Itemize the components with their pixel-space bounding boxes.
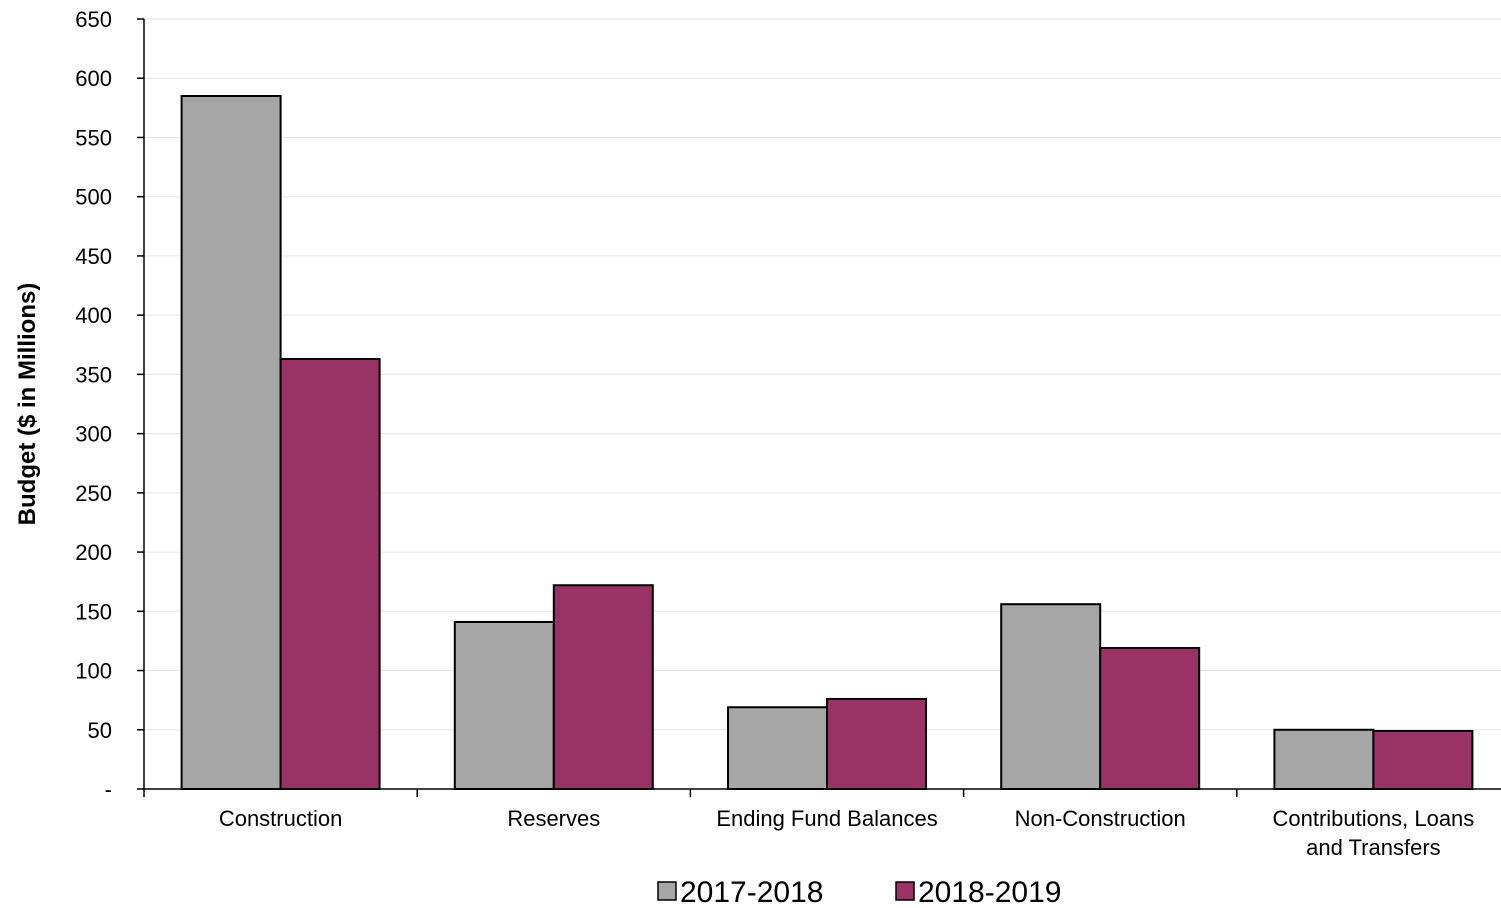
bar xyxy=(1273,728,1375,790)
legend-swatch xyxy=(895,881,915,901)
legend-swatch xyxy=(657,881,677,901)
y-tick-label: 650 xyxy=(75,7,112,32)
y-tick-label: 550 xyxy=(75,125,112,150)
bar xyxy=(180,95,282,790)
x-category-labels: Construction Reserves Ending Fund Balances… xyxy=(219,806,1474,860)
bar xyxy=(552,584,654,790)
axes xyxy=(137,18,1501,797)
x-category-label: Construction xyxy=(219,806,343,831)
y-tick-label: 100 xyxy=(75,659,112,684)
x-category-label: Non-Construction xyxy=(1015,806,1186,831)
bar xyxy=(1099,647,1201,790)
legend-label: 2017-2018 xyxy=(680,876,823,908)
legend: 2017-2018 2018-2019 xyxy=(657,876,1061,908)
bars xyxy=(180,95,1474,791)
y-tick-label: 350 xyxy=(75,362,112,387)
y-axis-title: Budget ($ in Millions) xyxy=(14,283,41,526)
y-tick-label: 300 xyxy=(75,422,112,447)
bar xyxy=(727,706,828,790)
y-tick-label: 450 xyxy=(75,244,112,269)
y-tick-label: 400 xyxy=(75,303,112,328)
legend-label: 2018-2019 xyxy=(918,876,1061,908)
x-category-label: Contributions, Loans and Transfers xyxy=(1273,806,1475,860)
x-category-label: Reserves xyxy=(507,806,600,831)
bar xyxy=(1372,729,1474,791)
bar xyxy=(1000,603,1102,791)
y-tick-label: 250 xyxy=(75,481,112,506)
y-tick-label: 200 xyxy=(75,540,112,565)
bar xyxy=(279,357,381,790)
y-tick-label: 500 xyxy=(75,185,112,210)
y-tick-label: - xyxy=(105,777,112,802)
y-tick-label: 50 xyxy=(88,718,112,743)
bar xyxy=(453,620,555,790)
bar xyxy=(826,697,927,791)
y-tick-label: 150 xyxy=(75,599,112,624)
y-tick-label: 600 xyxy=(75,66,112,91)
y-tick-labels: - 50 100 150 200 250 300 350 400 450 500 550 600 650 xyxy=(75,7,112,802)
x-category-label: Ending Fund Balances xyxy=(716,806,937,831)
